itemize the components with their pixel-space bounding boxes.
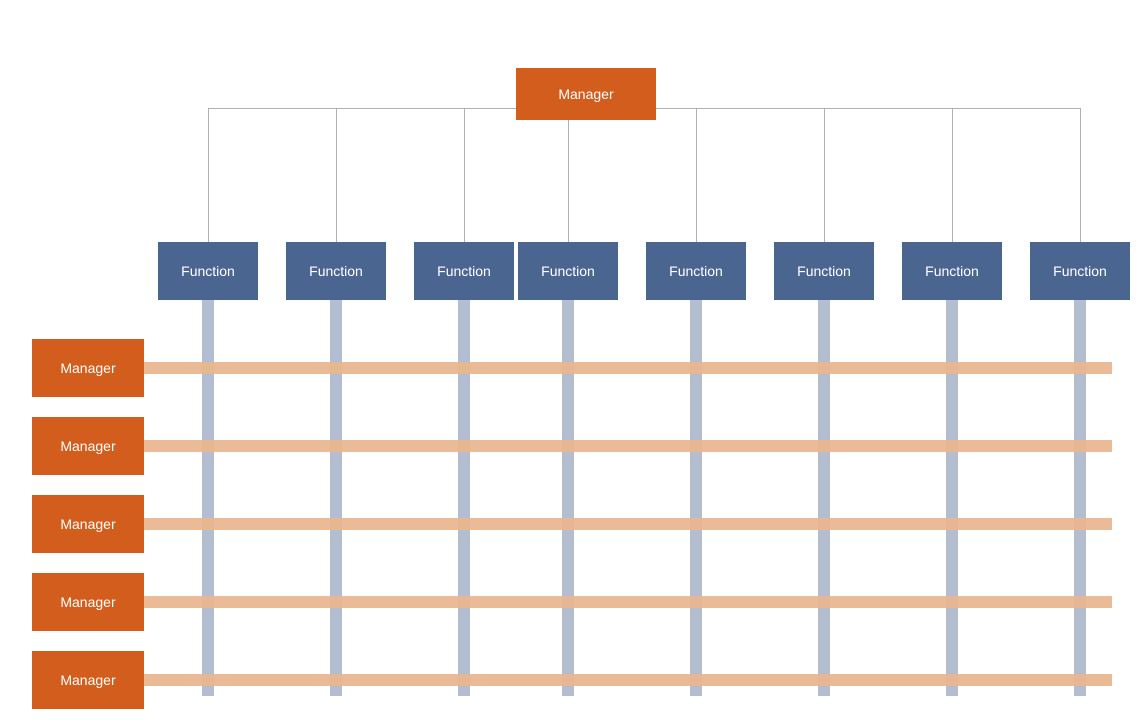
connector-down	[336, 108, 337, 242]
vertical-stripe	[690, 300, 702, 696]
vertical-stripe	[562, 300, 574, 696]
vertical-stripe	[330, 300, 342, 696]
connector-down	[208, 108, 209, 242]
vertical-stripe	[202, 300, 214, 696]
connector-down	[568, 108, 569, 242]
connector-down	[1080, 108, 1081, 242]
connector-down	[696, 108, 697, 242]
function-node: Function	[414, 242, 514, 300]
function-node: Function	[1030, 242, 1130, 300]
connector-down	[464, 108, 465, 242]
matrix-org-chart: ManagerFunctionFunctionFunctionFunctionF…	[0, 0, 1148, 724]
connector-down	[824, 108, 825, 242]
horizontal-stripe	[144, 518, 1112, 530]
side-manager-node: Manager	[32, 651, 144, 709]
function-node: Function	[158, 242, 258, 300]
horizontal-stripe	[144, 362, 1112, 374]
top-manager-node: Manager	[516, 68, 656, 120]
vertical-stripe	[818, 300, 830, 696]
side-manager-node: Manager	[32, 495, 144, 553]
horizontal-stripe	[144, 440, 1112, 452]
horizontal-stripe	[144, 674, 1112, 686]
function-node: Function	[774, 242, 874, 300]
function-node: Function	[518, 242, 618, 300]
vertical-stripe	[1074, 300, 1086, 696]
side-manager-node: Manager	[32, 339, 144, 397]
function-node: Function	[902, 242, 1002, 300]
side-manager-node: Manager	[32, 417, 144, 475]
function-node: Function	[286, 242, 386, 300]
connector-down	[952, 108, 953, 242]
side-manager-node: Manager	[32, 573, 144, 631]
vertical-stripe	[458, 300, 470, 696]
horizontal-stripe	[144, 596, 1112, 608]
vertical-stripe	[946, 300, 958, 696]
function-node: Function	[646, 242, 746, 300]
